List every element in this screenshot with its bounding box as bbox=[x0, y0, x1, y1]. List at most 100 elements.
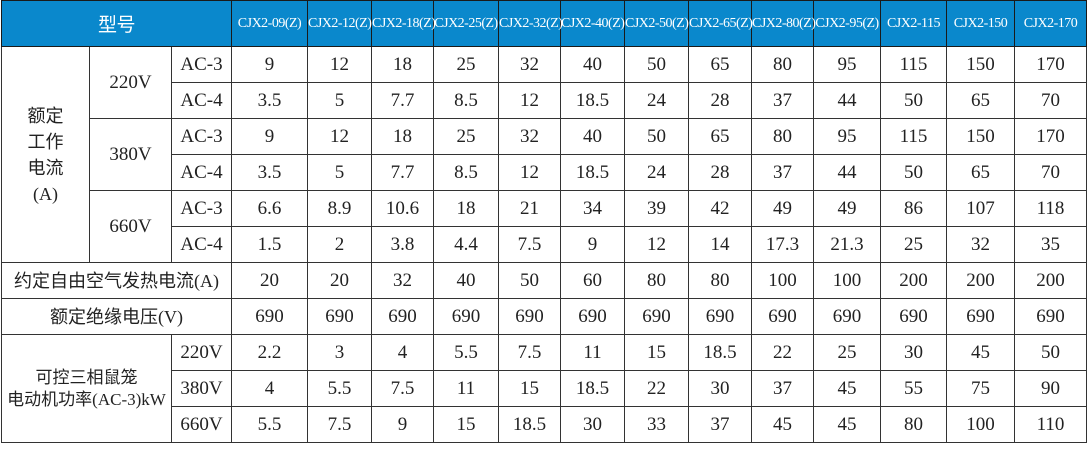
value-cell: 5 bbox=[307, 82, 372, 119]
voltage-label: 380V bbox=[171, 370, 232, 407]
value-cell: 18.5 bbox=[560, 370, 625, 407]
voltage-label: 220V bbox=[89, 46, 172, 119]
value-cell: 40 bbox=[433, 262, 499, 299]
value-cell: 690 bbox=[307, 298, 372, 335]
category-label: AC-4 bbox=[171, 154, 232, 191]
voltage-label: 380V bbox=[89, 118, 172, 191]
value-cell: 33 bbox=[624, 406, 689, 443]
value-cell: 45 bbox=[751, 406, 814, 443]
value-cell: 690 bbox=[813, 298, 881, 335]
label-line: 额定 bbox=[27, 105, 64, 126]
value-cell: 7.5 bbox=[371, 370, 434, 407]
value-cell: 100 bbox=[751, 262, 814, 299]
value-cell: 28 bbox=[688, 154, 752, 191]
value-cell: 690 bbox=[433, 298, 499, 335]
table-row: 额定绝缘电压(V) 690 690 690 690 690 690 690 690 690 690 6… bbox=[1, 298, 1087, 335]
value-cell: 80 bbox=[880, 406, 947, 443]
value-cell: 100 bbox=[813, 262, 881, 299]
category-label: AC-4 bbox=[171, 82, 232, 119]
value-cell: 20 bbox=[307, 262, 372, 299]
value-cell: 9 bbox=[231, 118, 308, 155]
value-cell: 690 bbox=[498, 298, 561, 335]
value-cell: 22 bbox=[751, 334, 814, 371]
voltage-label: 220V bbox=[171, 334, 232, 371]
value-cell: 30 bbox=[560, 406, 625, 443]
value-cell: 34 bbox=[560, 190, 625, 227]
value-cell: 45 bbox=[813, 406, 881, 443]
value-cell: 40 bbox=[560, 118, 625, 155]
model-header: CJX2-95(Z) bbox=[813, 0, 881, 47]
table-row: 可控三相鼠笼 电动机功率(AC-3)kW 220V 2.2 3 4 5.5 7.5 11 15 18… bbox=[1, 334, 1087, 443]
table-row: 380V AC-3 9 12 18 25 32 40 50 65 80 95 115 150 170 bbox=[2, 118, 1087, 191]
value-cell: 20 bbox=[231, 262, 308, 299]
value-cell: 118 bbox=[1014, 190, 1087, 227]
voltage-label: 660V bbox=[171, 406, 232, 443]
category-label: AC-4 bbox=[171, 226, 232, 263]
value-cell: 9 bbox=[371, 406, 434, 443]
model-header: CJX2-50(Z) bbox=[624, 0, 689, 47]
value-cell: 18.5 bbox=[560, 154, 625, 191]
value-cell: 25 bbox=[433, 46, 499, 83]
value-cell: 25 bbox=[880, 226, 947, 263]
value-cell: 80 bbox=[624, 262, 689, 299]
value-cell: 39 bbox=[624, 190, 689, 227]
value-cell: 18 bbox=[371, 118, 434, 155]
value-cell: 11 bbox=[560, 334, 625, 371]
category-label: AC-3 bbox=[171, 118, 232, 155]
value-cell: 3 bbox=[307, 334, 372, 371]
value-cell: 45 bbox=[946, 334, 1015, 371]
model-header: CJX2-32(Z) bbox=[498, 0, 563, 47]
label-line: 电动机功率(AC-3)kW bbox=[7, 389, 166, 409]
value-cell: 86 bbox=[880, 190, 947, 227]
value-cell: 65 bbox=[946, 154, 1015, 191]
value-cell: 65 bbox=[946, 82, 1015, 119]
value-cell: 60 bbox=[560, 262, 625, 299]
value-cell: 690 bbox=[688, 298, 752, 335]
value-cell: 28 bbox=[688, 82, 752, 119]
value-cell: 24 bbox=[624, 82, 689, 119]
label-line: 可控三相鼠笼 bbox=[35, 367, 138, 387]
value-cell: 9 bbox=[231, 46, 308, 83]
model-header: CJX2-40(Z) bbox=[560, 0, 625, 47]
table-row: 660V 5.5 7.5 9 15 18.5 30 33 37 45 45 80 100 110 bbox=[2, 406, 1087, 443]
model-header: CJX2-170 bbox=[1014, 0, 1087, 47]
value-cell: 4 bbox=[231, 370, 308, 407]
model-header: CJX2-115 bbox=[880, 0, 947, 47]
value-cell: 6.6 bbox=[231, 190, 308, 227]
value-cell: 4.4 bbox=[433, 226, 499, 263]
value-cell: 5 bbox=[307, 154, 372, 191]
value-cell: 18.5 bbox=[498, 406, 561, 443]
value-cell: 200 bbox=[946, 262, 1015, 299]
label-line: 工作 bbox=[27, 131, 64, 152]
value-cell: 12 bbox=[624, 226, 689, 263]
value-cell: 17.3 bbox=[751, 226, 814, 263]
value-cell: 4 bbox=[371, 334, 434, 371]
value-cell: 690 bbox=[560, 298, 625, 335]
value-cell: 5.5 bbox=[433, 334, 499, 371]
model-header: CJX2-80(Z) bbox=[751, 0, 816, 47]
value-cell: 50 bbox=[880, 82, 947, 119]
value-cell: 37 bbox=[751, 82, 814, 119]
value-cell: 90 bbox=[1014, 370, 1087, 407]
value-cell: 30 bbox=[880, 334, 947, 371]
value-cell: 55 bbox=[880, 370, 947, 407]
value-cell: 690 bbox=[1014, 298, 1087, 335]
value-cell: 107 bbox=[946, 190, 1015, 227]
value-cell: 8.5 bbox=[433, 82, 499, 119]
value-cell: 170 bbox=[1014, 46, 1087, 83]
table-row: 660V AC-3 6.6 8.9 10.6 18 21 34 39 42 49 49 86 107 118 bbox=[2, 190, 1087, 263]
value-cell: 50 bbox=[880, 154, 947, 191]
table-row: 额定 工作 电流 (A) 220V AC-3 9 12 18 25 32 40 50 65 80 95 115 1… bbox=[1, 46, 1087, 263]
value-cell: 12 bbox=[498, 154, 561, 191]
value-cell: 115 bbox=[880, 46, 947, 83]
value-cell: 170 bbox=[1014, 118, 1087, 155]
value-cell: 70 bbox=[1014, 154, 1087, 191]
table-row: AC-4 3.5 5 7.7 8.5 12 18.5 24 28 37 44 50 65 70 bbox=[2, 82, 1087, 119]
value-cell: 44 bbox=[813, 154, 881, 191]
value-cell: 690 bbox=[946, 298, 1015, 335]
value-cell: 18 bbox=[371, 46, 434, 83]
model-header: CJX2-18(Z) bbox=[371, 0, 436, 47]
value-cell: 42 bbox=[688, 190, 752, 227]
value-cell: 150 bbox=[946, 118, 1015, 155]
value-cell: 25 bbox=[813, 334, 881, 371]
